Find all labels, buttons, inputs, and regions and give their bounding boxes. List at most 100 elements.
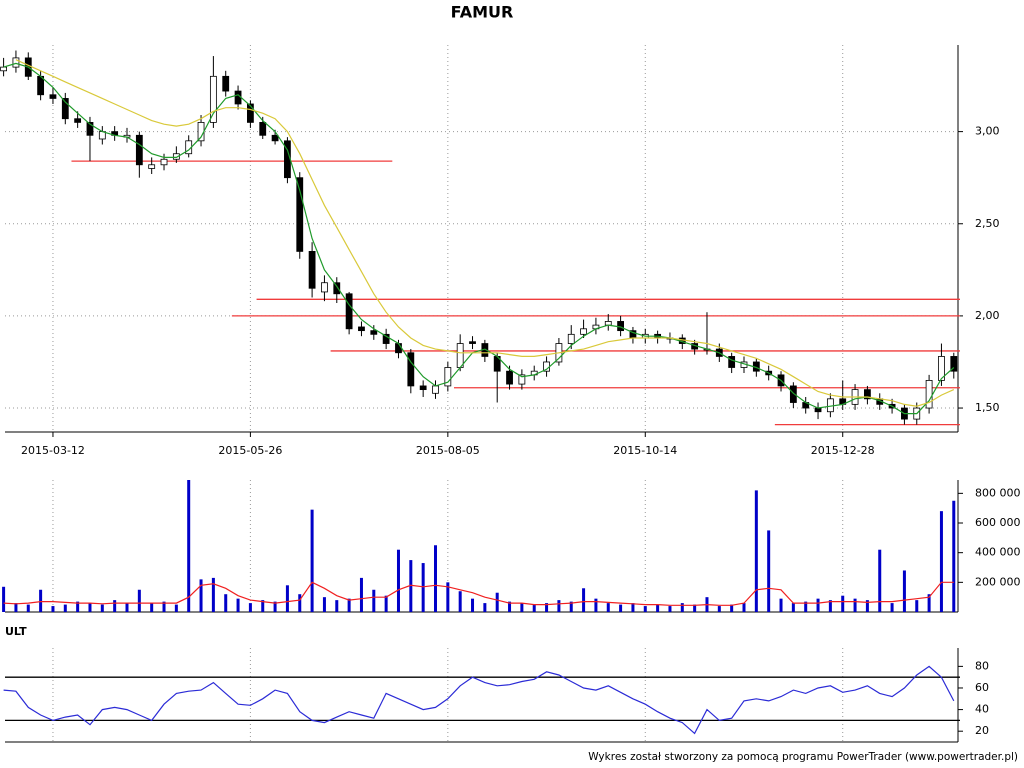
volume-bar: [446, 582, 450, 612]
y-tick-label: 2,00: [975, 309, 1000, 322]
candle-body: [864, 389, 871, 400]
candle-body: [580, 328, 587, 335]
volume-bar: [680, 603, 684, 612]
candle-body: [135, 134, 143, 166]
candle-body: [826, 398, 834, 413]
volume-bar: [532, 604, 536, 612]
volume-bar: [396, 549, 400, 612]
candle-body: [246, 103, 254, 123]
volume-bar: [322, 597, 326, 612]
volume-bar: [248, 603, 252, 612]
x-tick-label: 2015-05-26: [218, 444, 282, 457]
volume-bar: [557, 600, 561, 612]
volume-bar: [187, 480, 191, 612]
volume-bar: [742, 603, 746, 612]
volume-bar: [2, 586, 6, 612]
candle-body: [728, 356, 736, 368]
volume-bar: [668, 606, 672, 612]
candle-body: [925, 379, 933, 409]
volume-bar: [372, 589, 376, 612]
volume-bar: [137, 589, 141, 612]
volume-bar: [174, 604, 178, 612]
volume-bar: [409, 560, 413, 612]
y-tick-label: 200 000: [975, 575, 1021, 588]
volume-bar: [693, 604, 697, 612]
volume-bar: [261, 600, 265, 612]
y-tick-label: 2,50: [975, 217, 1000, 230]
volume-bar: [51, 606, 55, 612]
candle-body: [308, 250, 316, 289]
candle-body: [419, 385, 427, 391]
volume-bar: [767, 530, 771, 612]
volume-bar: [495, 592, 499, 612]
y-tick-label: 400 000: [975, 546, 1021, 559]
candle-body: [617, 321, 624, 332]
x-tick-label: 2015-08-05: [416, 444, 480, 457]
volume-bar: [434, 545, 437, 612]
indicator-line: [3, 665, 955, 735]
candle-body: [789, 385, 797, 403]
volume-bar: [162, 601, 166, 612]
candle-body: [321, 282, 328, 293]
volume-bar: [952, 500, 956, 612]
volume-bar: [853, 598, 857, 612]
candle-body: [395, 343, 402, 354]
volume-bar: [915, 600, 919, 612]
y-tick-label: 600 000: [975, 516, 1021, 529]
x-tick-label: 2015-12-28: [811, 444, 875, 457]
volume-bar: [39, 589, 43, 612]
volume-bar: [754, 490, 758, 612]
candle-body: [407, 352, 415, 387]
volume-bar: [545, 603, 549, 612]
x-tick-label: 2015-10-14: [613, 444, 677, 457]
candle-body: [382, 333, 390, 344]
volume-bar: [26, 604, 30, 612]
volume-bar: [631, 603, 635, 612]
y-tick-label: 1,50: [975, 401, 1000, 414]
y-tick-label: 3,00: [975, 125, 1000, 138]
candle-body: [567, 333, 575, 344]
volume-bar: [520, 603, 524, 612]
candle-body: [0, 66, 8, 72]
candle-body: [370, 330, 378, 335]
volume-bar: [878, 549, 882, 612]
candle-body: [950, 356, 958, 372]
y-tick-label: 80: [975, 659, 989, 672]
volume-bar: [841, 595, 845, 612]
volume-bar: [643, 606, 647, 612]
volume-bar: [359, 577, 363, 612]
volume-bar: [791, 603, 795, 612]
volume-bar: [384, 595, 388, 612]
volume-bar: [890, 603, 894, 612]
candle-body: [456, 343, 464, 368]
y-tick-label: 60: [975, 681, 989, 694]
volume-bar: [508, 601, 512, 612]
candle-body: [12, 57, 20, 68]
overlay-line: [3, 581, 954, 606]
candle-body: [160, 158, 168, 166]
volume-bar: [804, 601, 808, 612]
candle-body: [86, 122, 94, 136]
footer: Wykres został stworzony za pomocą progra…: [588, 751, 1018, 763]
volume-bar: [76, 601, 80, 612]
candle-body: [197, 122, 205, 142]
volume-bar: [779, 598, 783, 612]
volume-bar: [458, 591, 462, 612]
volume-bar: [730, 604, 734, 612]
volume-bar: [902, 570, 906, 612]
candle-body: [222, 75, 230, 92]
candle-body: [358, 326, 365, 332]
volume-bar: [483, 603, 487, 612]
volume-bar: [471, 598, 475, 612]
candle-body: [333, 282, 341, 295]
volume-bar: [606, 603, 610, 612]
volume-bar: [63, 604, 67, 612]
volume-bar: [569, 601, 573, 612]
volume-bar: [927, 594, 931, 612]
volume-bar: [150, 603, 154, 612]
volume-bar: [656, 604, 660, 612]
volume-bar: [582, 588, 586, 612]
volume-bar: [335, 600, 339, 612]
volume-bar: [199, 579, 203, 612]
